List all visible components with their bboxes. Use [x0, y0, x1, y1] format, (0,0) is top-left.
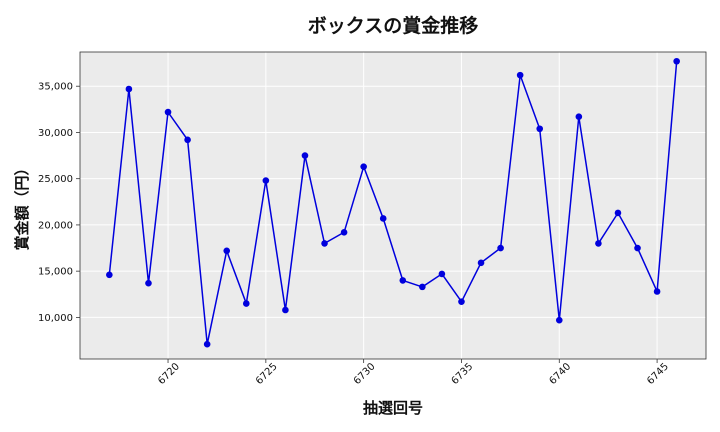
gridlines	[80, 52, 706, 359]
x-axis-ticks: 6720 6725 6730 6735 6740 6745	[156, 359, 671, 387]
x-tick-label: 6740	[547, 361, 573, 387]
x-tick-label: 6725	[254, 361, 280, 387]
data-point	[164, 108, 172, 116]
data-point	[301, 152, 309, 159]
data-point	[555, 316, 563, 324]
data-point	[458, 298, 465, 305]
data-points	[106, 57, 680, 348]
x-tick-label: 6745	[645, 361, 671, 387]
y-tick-label: 35,000	[38, 82, 73, 93]
data-point	[184, 136, 191, 144]
y-tick-label: 30,000	[38, 128, 73, 139]
y-tick-label: 25,000	[38, 174, 73, 185]
data-point	[242, 300, 250, 307]
data-point	[497, 244, 504, 252]
data-point	[673, 57, 680, 65]
chart-title: ボックスの賞金推移	[308, 14, 478, 37]
data-point	[106, 271, 113, 279]
data-point	[614, 209, 622, 217]
data-point	[653, 288, 661, 295]
data-point	[438, 270, 446, 278]
data-point	[125, 85, 133, 93]
plot-frame	[79, 51, 707, 360]
data-point	[419, 283, 426, 291]
data-point	[477, 259, 485, 267]
data-point	[595, 240, 602, 247]
data-point	[223, 247, 231, 255]
data-point	[399, 277, 407, 284]
data-point	[575, 113, 583, 121]
x-tick-label: 6735	[450, 361, 476, 387]
y-axis-label: 賞金額（円）	[13, 160, 31, 250]
x-tick-label: 6730	[352, 361, 378, 387]
y-tick-label: 15,000	[38, 267, 73, 278]
x-tick-label: 6720	[156, 361, 182, 387]
data-point	[379, 215, 387, 222]
y-axis-ticks: 10,000 15,000 20,000 25,000 30,000 35,000	[38, 82, 80, 324]
data-point	[516, 71, 524, 79]
y-tick-label: 10,000	[38, 313, 73, 324]
data-point	[634, 244, 641, 252]
series-line	[108, 61, 678, 345]
data-point	[145, 279, 152, 287]
data-point	[360, 163, 367, 170]
data-point	[282, 306, 289, 314]
x-axis-label: 抽選回号	[363, 399, 423, 417]
plot-background	[80, 52, 706, 359]
data-point	[536, 125, 544, 133]
y-tick-label: 20,000	[38, 220, 73, 231]
data-point	[262, 177, 270, 184]
data-point	[203, 340, 211, 348]
data-point	[340, 229, 348, 236]
data-point	[321, 240, 328, 247]
